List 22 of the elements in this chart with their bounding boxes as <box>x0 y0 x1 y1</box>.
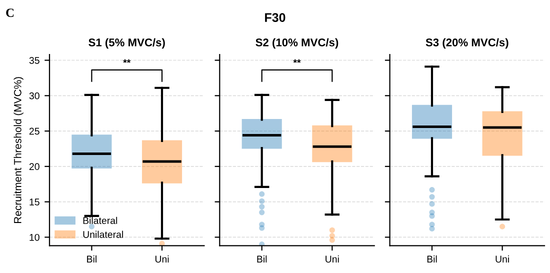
text: F30 <box>265 13 286 22</box>
x-tick-label: Uni <box>496 255 509 263</box>
legend-label: Unilateral <box>83 230 123 238</box>
y-tick-label: 25 <box>29 128 40 135</box>
x-tick-label: Bil <box>87 255 96 262</box>
annotation: ** <box>293 59 301 63</box>
chart-title: S1 (5% MVC/s) <box>88 38 165 49</box>
x-tick-label: Uni <box>326 255 339 263</box>
y-tick-label: 35 <box>29 56 40 64</box>
y-tick-label: 20 <box>29 163 40 170</box>
x-tick-label: Bil <box>257 255 267 262</box>
chart-title: S2 (10% MVC/s) <box>256 38 338 49</box>
legend-label: Bilateral <box>83 216 118 224</box>
chart-title: S3 (20% MVC/s) <box>426 38 508 49</box>
y-tick-label: 10 <box>30 234 40 241</box>
x-tick-label: Bil <box>427 255 437 262</box>
y-axis-title: Recruitment Threshold (MVC%) <box>14 77 24 224</box>
x-tick-label: Uni <box>155 255 169 263</box>
y-tick-label: 15 <box>30 198 40 206</box>
annotation: ** <box>123 59 131 63</box>
y-tick-label: 30 <box>29 92 40 100</box>
text: C <box>6 8 14 17</box>
